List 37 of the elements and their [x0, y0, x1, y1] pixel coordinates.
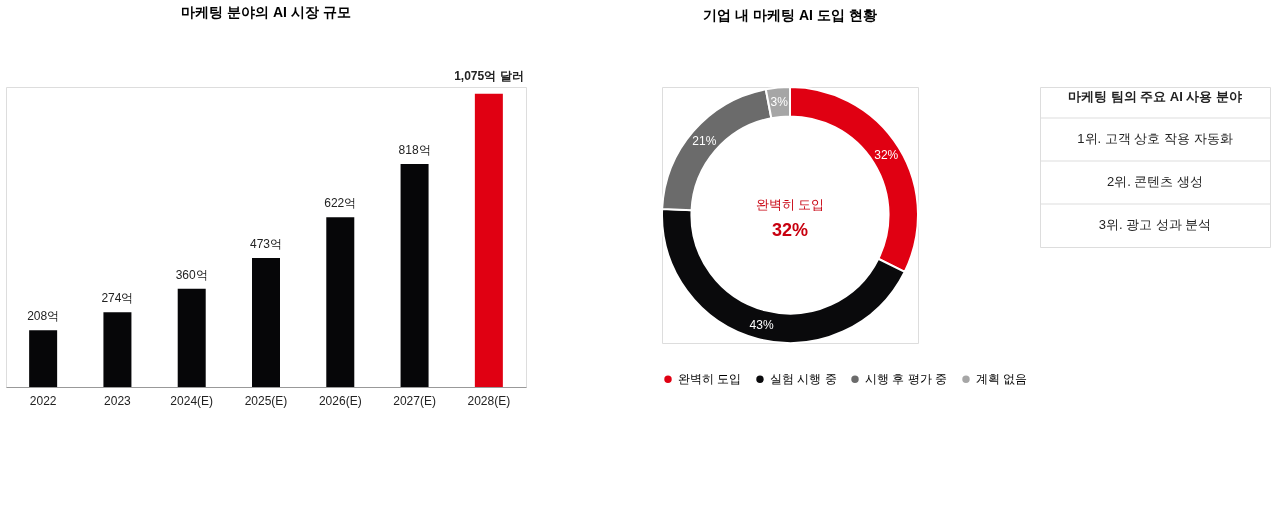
legend-label: 시행 후 평가 중: [865, 372, 948, 387]
data-label: 360억: [175, 267, 208, 282]
text: 1위. 고객 상호 작용 자동화: [1077, 131, 1233, 146]
x-tick-label: 2023: [104, 393, 132, 408]
bar: [474, 93, 503, 387]
x-tick-label: 2027(E): [393, 393, 436, 408]
data-label: 818억: [398, 142, 431, 157]
data-label: 473억: [249, 237, 283, 251]
text: 완벽히 도입: [755, 197, 825, 212]
text: 32%: [771, 220, 809, 240]
x-tick-label: 2024(E): [170, 393, 214, 408]
text: 2위. 콘텐츠 생성: [1106, 174, 1204, 189]
data-label: 3%: [770, 95, 789, 110]
text: 마케팅 팀의 주요 AI 사용 분야: [1067, 89, 1243, 104]
data-label: 21%: [692, 133, 717, 148]
chart-title: 마케팅 분야의 AI 시장 규모: [181, 3, 351, 20]
x-tick-label: 2028(E): [467, 393, 511, 408]
bar: [177, 288, 206, 387]
bar: [400, 163, 429, 387]
text: 3위. 광고 성과 분석: [1098, 217, 1212, 232]
legend-label: 실험 시행 중: [770, 372, 837, 387]
data-label: 274억: [101, 291, 134, 306]
data-label: 622억: [324, 196, 357, 211]
x-tick-label: 2025(E): [244, 393, 288, 408]
x-tick-label: 2026(E): [318, 393, 362, 408]
chart-title: 기업 내 마케팅 AI 도입 현황: [703, 7, 877, 23]
data-label: 208억: [27, 309, 60, 324]
data-label: 1,075억 달러: [454, 68, 524, 83]
bar: [103, 312, 132, 387]
x-tick-label: 2022: [29, 393, 57, 408]
bar: [29, 330, 58, 387]
bar: [326, 217, 355, 387]
data-label: 43%: [749, 317, 774, 332]
legend-label: 계획 없음: [976, 372, 1028, 387]
data-label: 32%: [874, 148, 899, 163]
legend-label: 완벽히 도입: [678, 372, 742, 387]
bar: [252, 258, 280, 387]
